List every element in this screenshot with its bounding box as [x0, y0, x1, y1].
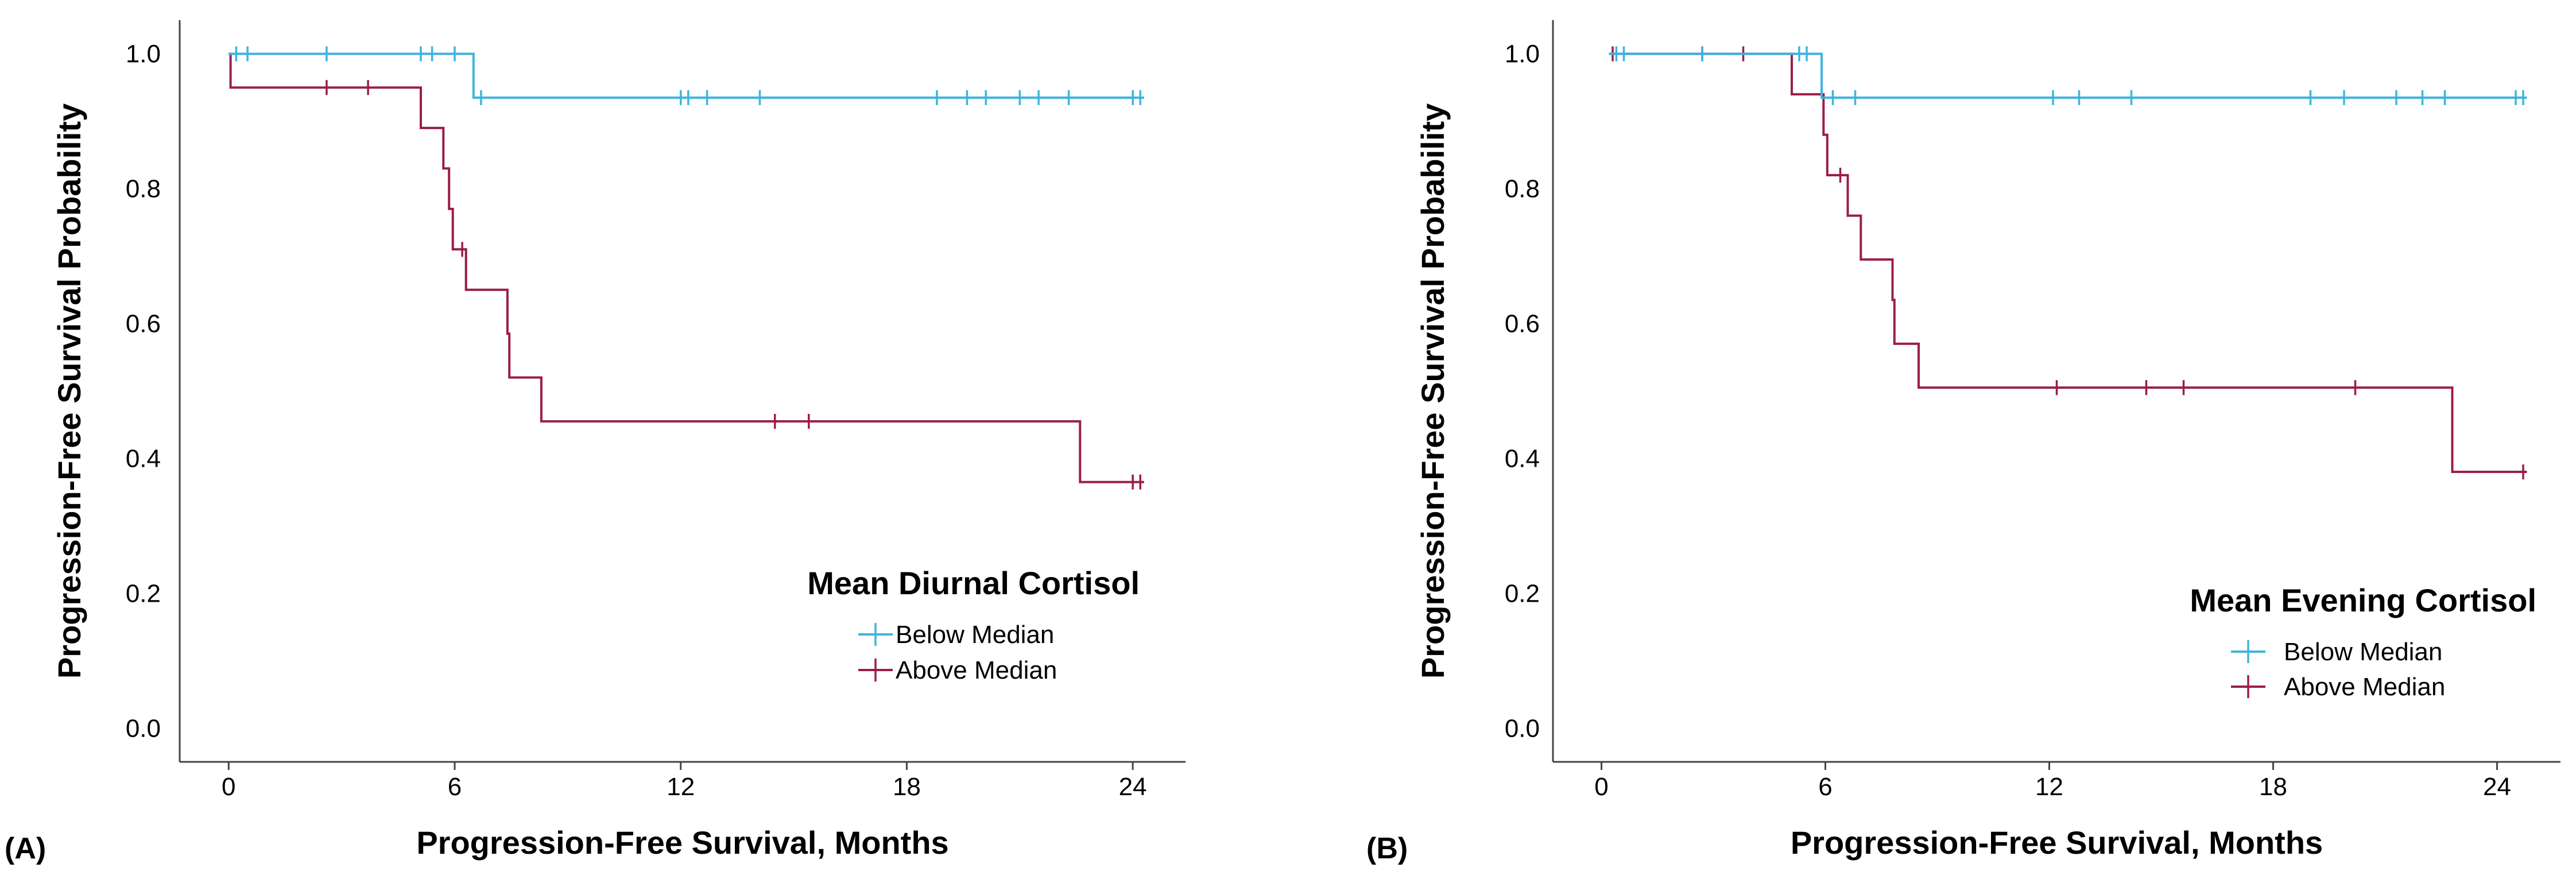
- x-tick-label: 12: [2035, 773, 2063, 801]
- legend-label-below-median: Below Median: [2284, 638, 2442, 666]
- x-axis-title: Progression-Free Survival, Months: [416, 824, 948, 861]
- panel-a: 0.0 0.2 0.4 0.6 0.8 1.0 0 6 12 18 24 Progression-Fr…: [5, 20, 1186, 865]
- series-line-below-median: [228, 52, 1144, 99]
- x-tick-label: 24: [2483, 773, 2511, 801]
- x-tick-label: 0: [1594, 773, 1608, 801]
- legend-title: Mean Diurnal Cortisol: [807, 565, 1140, 601]
- y-tick-label: 0.4: [1505, 444, 1540, 473]
- x-axis-title: Progression-Free Survival, Months: [1791, 824, 2323, 861]
- y-tick-label: 1.0: [126, 40, 161, 68]
- x-tick-label: 0: [222, 773, 235, 801]
- y-axis-title: Progression-Free Survival Probability: [51, 103, 87, 679]
- y-tick-label: 0.0: [126, 714, 161, 742]
- x-tick-label: 18: [2259, 773, 2287, 801]
- series-line-above-median: [228, 52, 1144, 483]
- x-tick-label: 12: [667, 773, 695, 801]
- y-tick-label: 0.6: [126, 310, 161, 338]
- panel-b: 0.0 0.2 0.4 0.6 0.8 1.0 0 6 12 18 24 Progression-Fr…: [1366, 20, 2560, 865]
- x-tick-label: 6: [448, 773, 462, 801]
- x-tick-label: 24: [1119, 773, 1147, 801]
- series-line-above-median: [1609, 52, 2527, 473]
- y-tick-label: 0.2: [1505, 579, 1540, 607]
- panel-label: (B): [1366, 832, 1408, 865]
- x-tick-label: 18: [893, 773, 921, 801]
- y-tick-label: 0.8: [126, 175, 161, 203]
- panel-label: (A): [5, 832, 46, 865]
- y-tick-label: 0.0: [1505, 714, 1540, 742]
- y-tick-label: 0.6: [1505, 310, 1540, 338]
- y-tick-label: 0.4: [126, 444, 161, 473]
- y-tick-label: 0.2: [126, 579, 161, 607]
- legend-label-above-median: Above Median: [896, 656, 1057, 684]
- y-tick-label: 1.0: [1505, 40, 1540, 68]
- y-axis-title: Progression-Free Survival Probability: [1415, 103, 1451, 679]
- legend-label-below-median: Below Median: [896, 621, 1054, 649]
- series-line-below-median: [1609, 52, 2527, 99]
- legend-title: Mean Evening Cortisol: [2190, 582, 2536, 618]
- legend-label-above-median: Above Median: [2284, 673, 2445, 701]
- x-tick-label: 6: [1818, 773, 1832, 801]
- y-tick-label: 0.8: [1505, 175, 1540, 203]
